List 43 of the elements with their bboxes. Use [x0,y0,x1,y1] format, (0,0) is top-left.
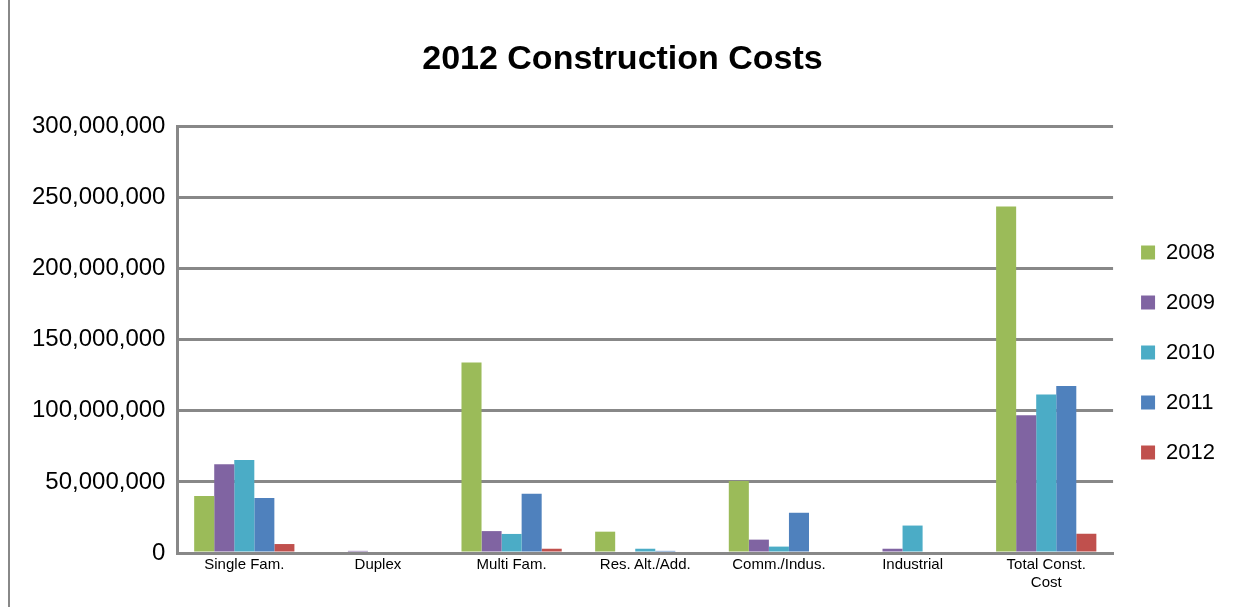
y-tick-label: 200,000,000 [32,253,166,281]
bar [1056,386,1077,552]
bar [1036,394,1057,552]
bar [481,531,502,552]
bar [635,548,656,552]
legend-label: 2011 [1166,388,1214,414]
x-tick-label: Res. Alt./Add. [599,555,691,573]
bar [274,544,295,552]
bar [1076,533,1097,552]
legend-label: 2008 [1166,238,1216,264]
bar [748,539,769,552]
bar [254,498,275,552]
y-tick-label: 100,000,000 [32,395,166,423]
y-tick-label: 250,000,000 [32,182,166,210]
bar [461,362,482,552]
bar [902,525,923,552]
bar [541,548,562,552]
bar [501,533,522,552]
y-tick-label: 150,000,000 [32,324,166,352]
y-tick-label: 300,000,000 [32,111,166,139]
bar [788,512,809,552]
x-tick-label: Total Const. Cost [1006,555,1086,591]
x-tick-label: Industrial [882,555,944,573]
legend-label: 2009 [1166,288,1216,314]
bar [194,496,215,552]
bar [1016,415,1037,552]
y-tick-label: 0 [152,537,166,565]
bar [595,531,616,552]
x-tick-label: Duplex [354,555,402,573]
bar [768,546,789,552]
bar [234,460,255,552]
bar [996,206,1017,552]
y-tick-label: 50,000,000 [45,466,166,494]
legend-label: 2010 [1166,338,1216,364]
bar [728,481,749,552]
bar [214,464,235,552]
legend-label: 2012 [1166,438,1216,464]
x-tick-label: Comm./Indus. [732,555,826,573]
x-tick-label: Multi Fam. [476,555,547,573]
bar [521,493,542,552]
bar [882,548,903,552]
x-tick-label: Single Fam. [204,555,285,573]
chart-title: 2012 Construction Costs [421,38,824,77]
